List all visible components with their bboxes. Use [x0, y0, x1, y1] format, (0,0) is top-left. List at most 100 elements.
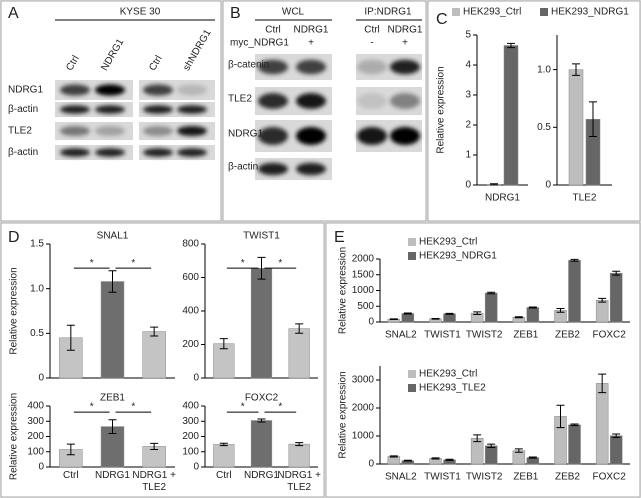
x-tick-label: NDRG1 [94, 470, 130, 481]
blot-group: IP:NDRG1 [364, 7, 412, 18]
y-tick-label: 100 [27, 446, 44, 457]
row-label: NDRG1 [228, 129, 263, 140]
x-tick-label: SNAL2 [385, 472, 417, 483]
y-tick-label: 2000 [352, 254, 375, 265]
y-tick-label: 0.5 [537, 122, 551, 133]
blot-band [390, 59, 420, 75]
bar [142, 331, 166, 379]
bar [100, 281, 125, 379]
error-bar [219, 442, 228, 447]
blot-band [390, 127, 420, 145]
treatment-label: myc_NDRG1 [230, 38, 289, 49]
blot-band [258, 127, 288, 145]
blot-band [258, 93, 288, 109]
significance-mark: * [278, 258, 282, 269]
y-tick-label: 800 [182, 239, 199, 250]
blot-band [60, 125, 90, 137]
blot-band [296, 59, 326, 75]
y-tick-label: 300 [27, 416, 44, 427]
legend-label: HEK293_Ctrl [419, 237, 477, 248]
y-tick-label: 400 [27, 401, 44, 412]
significance-mark: * [241, 402, 245, 413]
error-bar [612, 270, 621, 276]
blot-band [95, 105, 125, 114]
y-axis-label: Relative expression [436, 66, 447, 153]
error-bar [403, 459, 412, 462]
error-bar [473, 311, 482, 315]
x-tick-label-box: NDRG1 [94, 470, 130, 481]
legend-swatch [408, 238, 416, 246]
error-bar [572, 63, 580, 76]
y-tick-label: 500 [357, 301, 374, 312]
legend-swatch [408, 370, 416, 378]
significance-mark: * [278, 402, 282, 413]
significance-mark: * [131, 402, 135, 413]
error-bar [528, 306, 537, 309]
significance-mark: * [131, 258, 135, 269]
bar [250, 268, 273, 379]
y-tick-label: 0 [545, 180, 551, 191]
legend-label: HEK293_NDRG1 [551, 7, 629, 18]
bar [568, 69, 584, 186]
x-tick-label: TWIST2 [466, 472, 503, 483]
y-tick-label: 400 [182, 306, 199, 317]
error-bar [556, 307, 565, 313]
legend-swatch [452, 8, 460, 16]
x-tick-label: FOXC2 [592, 472, 626, 483]
legend-label: HEK293_Ctrl [419, 369, 477, 380]
bar [213, 444, 235, 468]
y-tick-label: 3000 [352, 375, 375, 386]
blot-band [60, 105, 90, 114]
x-tick-label: ZEB2 [555, 330, 580, 341]
x-tick-label-box: NDRG1 + TLE2 [277, 470, 321, 493]
y-tick-label: 1000 [352, 431, 375, 442]
error-bar [570, 423, 579, 427]
x-tick-label: TWIST1 [424, 330, 461, 341]
y-tick-label: 0 [465, 180, 471, 191]
x-tick-label: Ctrl [216, 470, 232, 481]
bar [526, 307, 540, 323]
blot-band [143, 105, 173, 114]
blot-band [258, 162, 288, 176]
error-bar [487, 291, 496, 295]
lane-label: Ctrl [265, 25, 281, 36]
error-bar [108, 419, 117, 434]
y-axis-label: Relative expression [9, 267, 20, 354]
error-bar [612, 433, 621, 438]
significance-mark: * [241, 258, 245, 269]
legend-swatch [540, 8, 548, 16]
panel-label: C [436, 11, 448, 28]
error-bar [490, 183, 498, 186]
x-tick-label-box: NDRG1 [244, 470, 279, 481]
blot-band [177, 148, 207, 157]
error-bar [514, 448, 523, 453]
row-label: β-catenin [228, 60, 269, 71]
bar [401, 313, 415, 323]
sign-label: - [271, 38, 274, 49]
y-tick-label: 1000 [352, 285, 375, 296]
error-bar [66, 443, 75, 456]
error-bar [598, 373, 607, 394]
error-bar [295, 323, 304, 334]
error-bar [150, 442, 159, 450]
blot-band [296, 93, 326, 109]
blot-band [143, 84, 173, 96]
y-tick-label: 1.0 [537, 64, 551, 75]
x-tick-label: NDRG1 [485, 193, 520, 204]
bar [443, 313, 456, 323]
error-bar [66, 324, 75, 351]
blot-band [143, 148, 173, 157]
bar [595, 383, 609, 465]
y-tick-label: 0 [368, 317, 374, 328]
y-tick-label: 5 [465, 30, 471, 41]
blot-band [95, 148, 125, 157]
legend-label: HEK293_TLE2 [419, 383, 486, 394]
error-bar [219, 338, 228, 350]
panel-c [427, 0, 641, 222]
x-tick-label: TWIST1 [424, 472, 461, 483]
error-bar [556, 404, 565, 429]
error-bar [445, 458, 454, 461]
x-tick-label-box: NDRG1 + TLE2 [132, 470, 176, 493]
y-tick-label: 2000 [352, 403, 375, 414]
